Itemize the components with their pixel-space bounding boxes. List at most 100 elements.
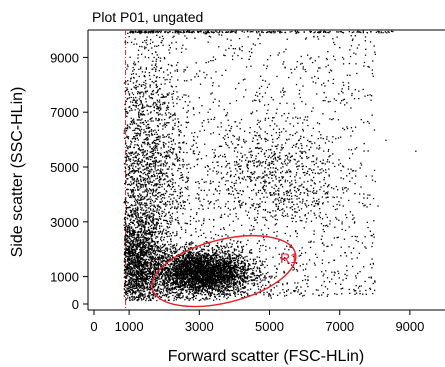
data-point [179,168,181,170]
data-point [202,269,204,271]
data-point [247,283,249,285]
data-point [264,279,266,281]
data-point [249,276,252,278]
data-point [159,248,162,250]
data-point [189,291,191,293]
data-point [195,272,197,275]
data-point [133,233,135,235]
data-point [204,293,207,296]
data-point [145,283,147,285]
data-point [215,261,217,263]
data-point [260,264,262,267]
data-point [181,259,183,261]
data-point [159,278,161,280]
data-point [186,262,188,265]
data-point [137,267,139,270]
data-point [181,276,183,278]
data-point [220,245,222,247]
data-point [233,265,236,267]
data-point [221,290,223,293]
data-point [164,268,166,270]
data-point [224,260,226,262]
data-point [196,280,198,282]
data-point [127,264,129,266]
data-point [190,288,192,291]
data-point [212,269,214,271]
data-point [153,268,156,271]
data-point [174,124,176,127]
data-point [147,180,149,182]
data-point [211,290,213,292]
data-point [126,263,128,266]
data-point [187,279,189,282]
data-point [131,257,133,259]
data-point [189,260,191,262]
data-point [213,253,215,255]
data-point [238,280,241,282]
data-point [135,287,137,289]
data-point [186,257,188,259]
data-point [229,279,231,282]
data-point [164,260,166,262]
data-point [201,279,203,282]
data-point [146,195,148,197]
data-point [167,276,169,278]
data-point [140,251,143,253]
data-point [166,275,169,277]
data-point [193,285,195,287]
data-point [191,263,193,265]
data-point [234,283,236,286]
data-point [227,285,229,287]
data-point [158,274,161,276]
data-point [145,223,147,225]
data-point [245,273,248,275]
data-point [205,296,208,298]
data-point [234,286,236,288]
data-point [200,290,202,292]
data-point [166,266,168,268]
data-point [236,274,238,276]
data-point [164,267,166,270]
data-point [131,252,133,254]
data-point [132,245,134,247]
data-point [177,259,180,261]
data-point [224,268,227,270]
data-point [163,280,165,282]
data-point [178,277,180,279]
data-point [189,271,191,274]
data-point [175,278,177,280]
data-point [179,265,181,268]
data-point [227,293,229,295]
data-point [150,120,152,122]
data-point [124,237,126,239]
data-point [142,250,144,252]
data-point [216,276,219,279]
data-point [238,283,240,285]
data-point [190,284,192,286]
data-point [157,289,159,291]
data-point [239,277,241,279]
data-point [133,258,136,260]
data-point [210,272,213,274]
data-point [125,290,127,292]
data-point [184,243,187,246]
data-point [229,265,231,268]
data-point [206,271,208,273]
data-point [205,267,207,269]
data-point [202,287,204,290]
data-point [139,292,142,294]
data-point [134,268,136,270]
data-point [180,254,182,256]
data-point [179,263,181,265]
data-point [198,270,200,272]
data-point [147,267,149,269]
data-point [129,250,131,252]
data-point [196,279,198,281]
data-point [143,238,145,240]
data-point [216,271,219,273]
data-point [207,263,209,266]
data-point [191,255,193,257]
data-point [137,231,140,233]
data-point [225,257,227,259]
data-point [200,299,202,301]
